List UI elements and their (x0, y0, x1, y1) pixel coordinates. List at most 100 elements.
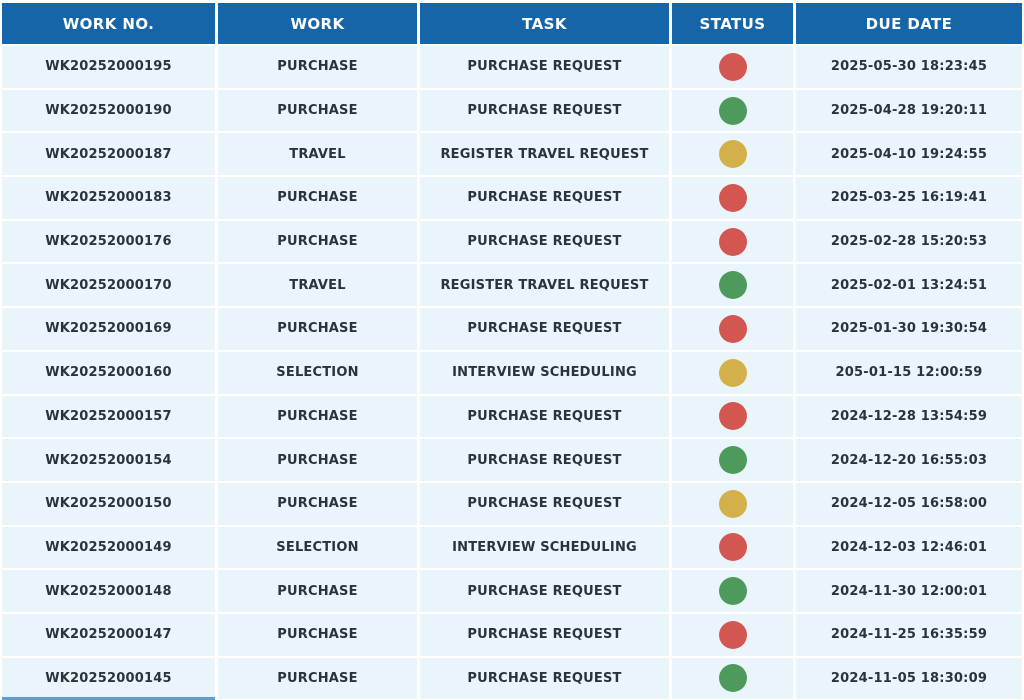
cell-work-no: WK20252000169 (2, 308, 215, 350)
status-dot-red-icon (718, 183, 747, 212)
cell-work-no: WK20252000170 (2, 264, 215, 307)
cell-due-date: 2024-12-05 16:58:00 (796, 482, 1022, 525)
cell-due-date: 2024-12-20 16:55:03 (796, 439, 1022, 481)
table-header-row: WORK NO. WORK TASK STATUS DUE DATE (2, 3, 1022, 44)
cell-status (672, 526, 793, 569)
cell-task: REGISTER TRAVEL REQUEST (420, 133, 669, 176)
status-dot-red-icon (718, 620, 747, 649)
cell-work-no: WK20252000183 (2, 177, 215, 219)
cell-task: PURCHASE REQUEST (420, 89, 669, 132)
cell-work: PURCHASE (218, 177, 417, 219)
cell-task: PURCHASE REQUEST (420, 308, 669, 350)
status-dot-red-icon (718, 314, 747, 343)
table-row[interactable]: WK20252000154 PURCHASE PURCHASE REQUEST 202… (2, 439, 1022, 481)
cell-work: PURCHASE (218, 657, 417, 700)
table-row[interactable]: WK20252000176 PURCHASE PURCHASE REQUEST 202… (2, 220, 1022, 263)
status-dot-green-icon (718, 577, 747, 606)
table-row[interactable]: WK20252000147 PURCHASE PURCHASE REQUEST 202… (2, 613, 1022, 656)
cell-work-no: WK20252000176 (2, 220, 215, 263)
cell-work: PURCHASE (218, 439, 417, 481)
table-row[interactable]: WK20252000170 TRAVEL REGISTER TRAVEL REQUE… (2, 264, 1022, 307)
status-dot-green-icon (718, 96, 747, 125)
cell-due-date: 2025-01-30 19:30:54 (796, 308, 1022, 350)
cell-due-date: 2025-03-25 16:19:41 (796, 177, 1022, 219)
cell-work: PURCHASE (218, 613, 417, 656)
table-row[interactable]: WK20252000150 PURCHASE PURCHASE REQUEST 202… (2, 482, 1022, 525)
status-dot-yellow-icon (718, 358, 747, 387)
cell-work-no: WK20252000160 (2, 351, 215, 394)
cell-task: PURCHASE REQUEST (420, 482, 669, 525)
cell-work: PURCHASE (218, 570, 417, 612)
cell-task: REGISTER TRAVEL REQUEST (420, 264, 669, 307)
cell-task: PURCHASE REQUEST (420, 177, 669, 219)
cell-work-no: WK20252000145 (2, 657, 215, 700)
cell-work-no: WK20252000149 (2, 526, 215, 569)
cell-work: PURCHASE (218, 482, 417, 525)
table-row[interactable]: WK20252000149 SELECTION INTERVIEW SCHEDULI… (2, 526, 1022, 569)
column-header-work-no: WORK NO. (2, 3, 215, 44)
cell-status (672, 220, 793, 263)
cell-task: PURCHASE REQUEST (420, 395, 669, 438)
status-dot-red-icon (718, 533, 747, 562)
cell-status (672, 351, 793, 394)
cell-status (672, 657, 793, 700)
cell-task: PURCHASE REQUEST (420, 657, 669, 700)
cell-work: TRAVEL (218, 264, 417, 307)
cell-status (672, 177, 793, 219)
cell-work-no: WK20252000154 (2, 439, 215, 481)
table-row[interactable]: WK20252000169 PURCHASE PURCHASE REQUEST 202… (2, 308, 1022, 350)
table-row[interactable]: WK20252000148 PURCHASE PURCHASE REQUEST 202… (2, 570, 1022, 612)
cell-status (672, 133, 793, 176)
cell-work: PURCHASE (218, 89, 417, 132)
status-dot-yellow-icon (718, 140, 747, 169)
cell-work-no: WK20252000187 (2, 133, 215, 176)
cell-status (672, 613, 793, 656)
cell-work: PURCHASE (218, 46, 417, 88)
cell-due-date: 205-01-15 12:00:59 (796, 351, 1022, 394)
cell-work-no: WK20252000148 (2, 570, 215, 612)
cell-task: PURCHASE REQUEST (420, 439, 669, 481)
cell-work-no: WK20252000147 (2, 613, 215, 656)
cell-status (672, 308, 793, 350)
cell-task: PURCHASE REQUEST (420, 220, 669, 263)
cell-work-no: WK20252000190 (2, 89, 215, 132)
cell-due-date: 2025-05-30 18:23:45 (796, 46, 1022, 88)
cell-status (672, 89, 793, 132)
table-row[interactable]: WK20252000187 TRAVEL REGISTER TRAVEL REQUE… (2, 133, 1022, 176)
cell-due-date: 2025-04-10 19:24:55 (796, 133, 1022, 176)
table-body: WK20252000195 PURCHASE PURCHASE REQUEST 202… (2, 46, 1022, 700)
status-dot-red-icon (718, 52, 747, 81)
table-row[interactable]: WK20252000195 PURCHASE PURCHASE REQUEST 202… (2, 46, 1022, 88)
cell-work: SELECTION (218, 526, 417, 569)
table-row[interactable]: WK20252000190 PURCHASE PURCHASE REQUEST 202… (2, 89, 1022, 132)
cell-task: INTERVIEW SCHEDULING (420, 351, 669, 394)
status-dot-green-icon (718, 664, 747, 693)
cell-due-date: 2025-04-28 19:20:11 (796, 89, 1022, 132)
table-row[interactable]: WK20252000145 PURCHASE PURCHASE REQUEST 202… (2, 657, 1022, 700)
cell-status (672, 439, 793, 481)
table-row[interactable]: WK20252000157 PURCHASE PURCHASE REQUEST 202… (2, 395, 1022, 438)
cell-due-date: 2024-11-30 12:00:01 (796, 570, 1022, 612)
table-row[interactable]: WK20252000183 PURCHASE PURCHASE REQUEST 202… (2, 177, 1022, 219)
cell-work-no: WK20252000150 (2, 482, 215, 525)
cell-work-no: WK20252000195 (2, 46, 215, 88)
column-header-status: STATUS (672, 3, 793, 44)
bottom-cutoff-strip (2, 697, 215, 700)
table-row[interactable]: WK20252000160 SELECTION INTERVIEW SCHEDULI… (2, 351, 1022, 394)
status-dot-green-icon (718, 446, 747, 475)
cell-task: PURCHASE REQUEST (420, 46, 669, 88)
cell-task: INTERVIEW SCHEDULING (420, 526, 669, 569)
cell-work: TRAVEL (218, 133, 417, 176)
column-header-work: WORK (218, 3, 417, 44)
column-header-due-date: DUE DATE (796, 3, 1022, 44)
cell-work: PURCHASE (218, 395, 417, 438)
cell-due-date: 2025-02-28 15:20:53 (796, 220, 1022, 263)
cell-work: PURCHASE (218, 220, 417, 263)
cell-status (672, 482, 793, 525)
cell-due-date: 2024-11-05 18:30:09 (796, 657, 1022, 700)
cell-status (672, 46, 793, 88)
cell-work: PURCHASE (218, 308, 417, 350)
cell-work-no: WK20252000157 (2, 395, 215, 438)
cell-task: PURCHASE REQUEST (420, 613, 669, 656)
cell-status (672, 395, 793, 438)
